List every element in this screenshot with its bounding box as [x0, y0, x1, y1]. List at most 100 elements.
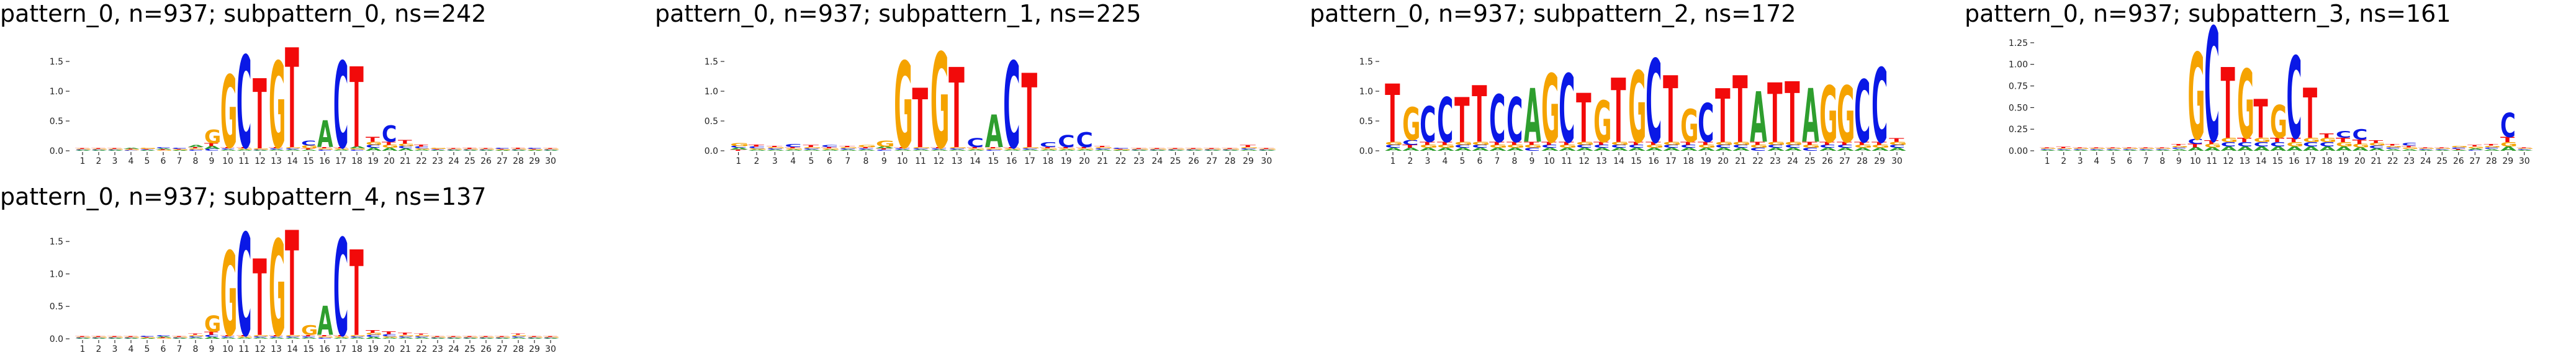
logo-letter-a: A: [2303, 145, 2320, 152]
logo-letter-t: T: [2434, 147, 2449, 148]
x-tick-label: 15: [303, 344, 314, 354]
x-tick-label: 15: [2272, 156, 2283, 166]
logo-letter-g: G: [107, 149, 124, 150]
logo-letter-t: T: [985, 147, 1001, 149]
logo-letter-c: C: [2303, 141, 2318, 148]
logo-letter-c: C: [462, 338, 477, 339]
logo-letter-a: A: [269, 337, 286, 339]
logo-letter-c: C: [91, 150, 106, 151]
logo-letter-g: G: [1204, 149, 1223, 150]
logo-letter-g: G: [140, 338, 156, 339]
logo-letter-c: C: [2402, 142, 2417, 146]
x-tick-label: 20: [384, 344, 395, 354]
logo-letter-c: C: [767, 148, 783, 150]
logo-letter-g: G: [75, 149, 92, 150]
logo-letter-c: C: [1663, 144, 1679, 149]
x-tick-label: 6: [161, 344, 166, 354]
logo-letter-a: A: [382, 147, 398, 152]
logo-letter-t: T: [398, 333, 413, 336]
logo-letter-a: A: [1611, 147, 1628, 152]
logo-letter-g: G: [188, 334, 205, 336]
logo-letter-t: T: [1593, 141, 1609, 146]
logo-letter-g: G: [124, 337, 140, 338]
logo-letter-a: A: [366, 147, 382, 152]
logo-letter-g: G: [188, 148, 205, 150]
logo-letter-a: A: [803, 150, 822, 151]
logo-letter-c: C: [269, 148, 284, 150]
x-tick-label: 9: [1529, 156, 1535, 166]
logo-letter-g: G: [253, 334, 269, 336]
logo-letter-c: C: [1167, 150, 1184, 151]
logo-letter-t: T: [1204, 148, 1220, 150]
logo-letter-g: G: [398, 143, 415, 146]
logo-letter-t: T: [1732, 58, 1747, 164]
logo-letter-t: T: [730, 150, 746, 151]
logo-letter-a: A: [1871, 147, 1889, 152]
logo-letter-g: G: [1186, 149, 1205, 150]
x-tick-label: 11: [915, 156, 926, 166]
logo-letter-a: A: [876, 146, 894, 150]
logo-letter-g: G: [236, 336, 253, 338]
logo-letter-a: A: [188, 337, 205, 339]
logo-letter-c: C: [1593, 144, 1610, 149]
logo-letter-g: G: [1628, 51, 1646, 164]
logo-letter-c: C: [140, 150, 155, 151]
logo-letter-c: C: [2155, 149, 2171, 150]
logo-letter-t: T: [2254, 89, 2268, 151]
logo-letter-t: T: [1420, 141, 1435, 146]
x-tick-label: 3: [1425, 156, 1431, 166]
logo-letter-g: G: [156, 338, 173, 339]
logo-letter-g: G: [446, 149, 463, 150]
x-tick-label: 13: [2239, 156, 2250, 166]
x-tick-label: 19: [367, 344, 379, 354]
sequence-logo-chart: 0.00.51.01.51 2 3 4 5 6 7 8 9 10 11 12 13 14 15 16 17 18 1…: [50, 202, 561, 363]
logo-letter-t: T: [2073, 147, 2087, 148]
x-tick-label: 5: [145, 344, 150, 354]
logo-letter-t: T: [1437, 141, 1452, 146]
logo-letter-t: T: [398, 139, 412, 145]
logo-letter-g: G: [948, 147, 968, 149]
logo-letter-a: A: [220, 337, 237, 339]
logo-letter-t: T: [2188, 143, 2202, 148]
logo-letter-c: C: [220, 148, 235, 150]
logo-letter-a: A: [858, 150, 876, 151]
y-tick-label: 1.5: [50, 57, 63, 67]
logo-letter-t: T: [236, 334, 251, 336]
logo-letter-t: T: [317, 147, 331, 149]
logo-letter-t: T: [2171, 143, 2186, 146]
x-tick-label: 6: [1477, 156, 1483, 166]
x-tick-label: 3: [112, 344, 118, 354]
sequence-logo-chart: 0.00.51.01.51 2 3 4 5 6 7 8 9 10 11 12 13 14 15 16 17 18 1…: [705, 26, 1277, 178]
x-tick-label: 22: [416, 344, 427, 354]
logo-letter-c: C: [1402, 139, 1418, 146]
x-tick-label: 25: [2436, 156, 2448, 166]
logo-letter-a: A: [301, 150, 318, 151]
x-tick-label: 16: [2289, 156, 2300, 166]
logo-letter-a: A: [1802, 74, 1819, 159]
logo-letter-t: T: [2451, 149, 2466, 150]
x-tick-label: 8: [193, 156, 199, 166]
logo-letter-c: C: [462, 150, 477, 151]
x-tick-label: 15: [303, 156, 314, 166]
x-tick-label: 6: [2127, 156, 2132, 166]
logo-letter-a: A: [2418, 150, 2435, 151]
logo-letter-a: A: [1094, 150, 1113, 151]
logo-letter-c: C: [414, 146, 429, 149]
x-tick-label: 16: [1006, 156, 1017, 166]
logo-letter-c: C: [2040, 149, 2055, 150]
logo-letter-t: T: [858, 147, 874, 149]
logo-letter-g: G: [1680, 101, 1698, 153]
logo-letter-c: C: [204, 148, 219, 151]
logo-letter-g: G: [912, 147, 932, 149]
logo-letter-a: A: [172, 150, 189, 151]
logo-letter-g: G: [2221, 137, 2238, 143]
logo-letter-t: T: [1222, 148, 1238, 150]
logo-letter-g: G: [301, 323, 318, 338]
logo-letter-c: C: [1628, 144, 1644, 149]
logo-letter-c: C: [2385, 147, 2401, 150]
logo-letter-a: A: [511, 337, 528, 339]
logo-letter-t: T: [1576, 79, 1591, 158]
logo-letter-t: T: [2353, 138, 2367, 145]
logo-letter-g: G: [366, 333, 382, 336]
logo-letter-t: T: [967, 147, 983, 149]
